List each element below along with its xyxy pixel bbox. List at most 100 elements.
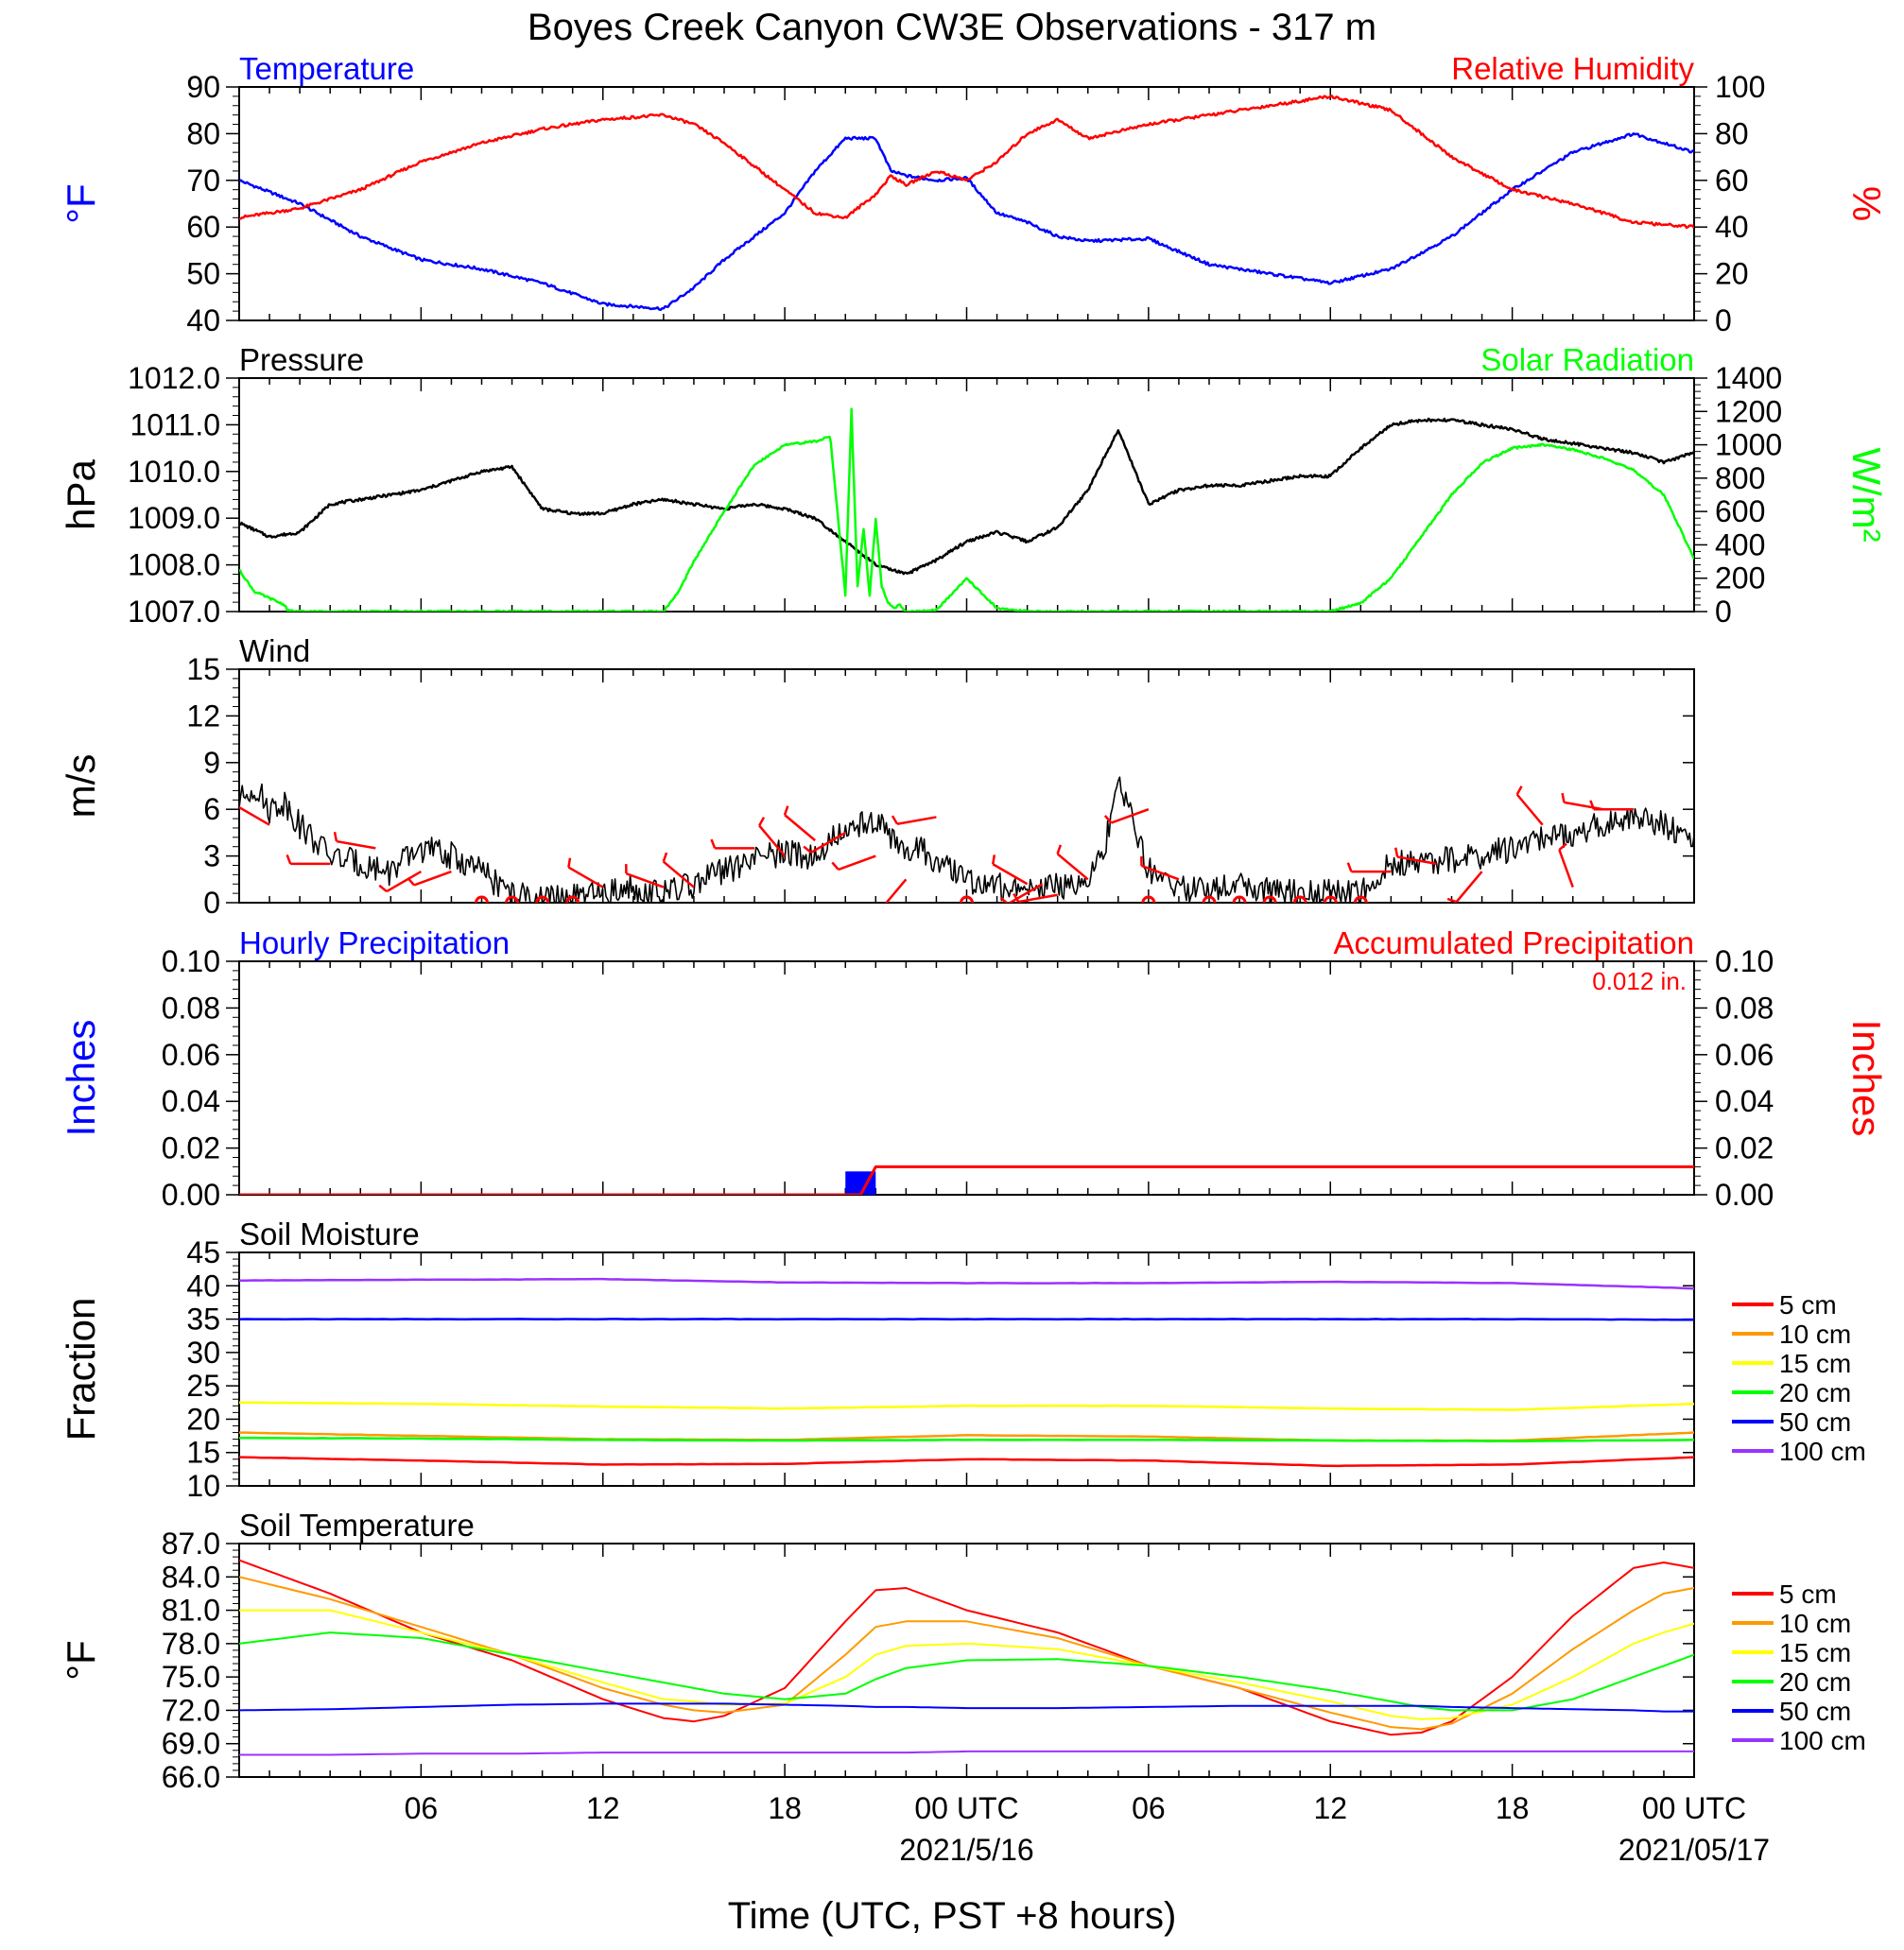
x-tick-label: 06 bbox=[1132, 1791, 1166, 1825]
legend-label: 50 cm bbox=[1779, 1407, 1851, 1437]
y-tick-label-right: 0.02 bbox=[1715, 1131, 1774, 1165]
series-line-50cm bbox=[239, 1319, 1694, 1320]
legend-label: 5 cm bbox=[1779, 1579, 1837, 1609]
x-date-label: 2021/05/17 bbox=[1618, 1833, 1770, 1867]
x-tick-label: 18 bbox=[768, 1791, 802, 1825]
legend-label: 15 cm bbox=[1779, 1638, 1851, 1667]
y-tick-label: 1008.0 bbox=[128, 548, 220, 582]
y-tick-label: 0.06 bbox=[162, 1038, 220, 1072]
y-tick-label: 40 bbox=[186, 303, 220, 337]
x-tick-label: 18 bbox=[1496, 1791, 1530, 1825]
y-tick-label: 12 bbox=[186, 699, 220, 733]
y-tick-label-right: 1000 bbox=[1715, 428, 1782, 462]
panel-title-right: Relative Humidity bbox=[1451, 51, 1694, 86]
panel-title-left: Hourly Precipitation bbox=[239, 925, 510, 960]
y-tick-label-right: 0.08 bbox=[1715, 991, 1774, 1025]
x-tick-label: 12 bbox=[586, 1791, 620, 1825]
y-tick-label: 0.00 bbox=[162, 1178, 220, 1212]
y-tick-label: 9 bbox=[203, 746, 220, 780]
y-tick-label: 15 bbox=[186, 1436, 220, 1470]
wind-barb-flag bbox=[993, 854, 995, 864]
y-tick-label-right: 1400 bbox=[1715, 361, 1782, 395]
y-axis-label-left: hPa bbox=[59, 458, 103, 529]
y-tick-label: 30 bbox=[186, 1336, 220, 1370]
y-tick-label: 1007.0 bbox=[128, 595, 220, 629]
y-tick-label: 0.08 bbox=[162, 991, 220, 1025]
y-tick-label-right: 200 bbox=[1715, 561, 1765, 595]
y-tick-label: 81.0 bbox=[162, 1594, 220, 1628]
y-tick-label-right: 100 bbox=[1715, 70, 1765, 104]
y-axis-label-left: °F bbox=[59, 183, 103, 223]
y-tick-label-right: 0.04 bbox=[1715, 1084, 1774, 1118]
y-tick-label-right: 600 bbox=[1715, 494, 1765, 528]
legend-label: 100 cm bbox=[1779, 1726, 1866, 1755]
y-tick-label: 84.0 bbox=[162, 1560, 220, 1594]
y-tick-label: 6 bbox=[203, 792, 220, 826]
y-tick-label-right: 60 bbox=[1715, 164, 1749, 198]
x-date-label: 2021/5/16 bbox=[899, 1833, 1033, 1867]
legend-label: 10 cm bbox=[1779, 1609, 1851, 1638]
y-tick-label: 87.0 bbox=[162, 1527, 220, 1561]
panel-title-left: Wind bbox=[239, 633, 310, 668]
y-tick-label: 70 bbox=[186, 164, 220, 198]
wind-barb-flag bbox=[568, 858, 570, 868]
panel-title-left: Pressure bbox=[239, 342, 364, 377]
legend-label: 20 cm bbox=[1779, 1378, 1851, 1407]
panel-title-right: Solar Radiation bbox=[1480, 342, 1694, 377]
y-tick-label: 20 bbox=[186, 1402, 220, 1436]
y-axis-label-left: Fraction bbox=[59, 1298, 103, 1441]
y-tick-label: 78.0 bbox=[162, 1627, 220, 1661]
y-tick-label: 0.10 bbox=[162, 944, 220, 978]
legend-label: 15 cm bbox=[1779, 1349, 1851, 1378]
accumulated-total-label: 0.012 in. bbox=[1592, 967, 1687, 995]
legend-label: 5 cm bbox=[1779, 1290, 1837, 1320]
legend-label: 10 cm bbox=[1779, 1320, 1851, 1349]
y-tick-label: 3 bbox=[203, 839, 220, 873]
chart-title: Boyes Creek Canyon CW3E Observations - 3… bbox=[528, 7, 1376, 48]
legend-label: 20 cm bbox=[1779, 1667, 1851, 1697]
x-tick-label: 12 bbox=[1313, 1791, 1347, 1825]
panel-title-left: Soil Temperature bbox=[239, 1508, 475, 1543]
y-tick-label: 1012.0 bbox=[128, 361, 220, 395]
panel-title-left: Temperature bbox=[239, 51, 414, 86]
y-tick-label-right: 1200 bbox=[1715, 394, 1782, 428]
y-tick-label-right: 0 bbox=[1715, 303, 1732, 337]
panel-title-left: Soil Moisture bbox=[239, 1217, 420, 1251]
y-tick-label-right: 20 bbox=[1715, 257, 1749, 291]
y-tick-label-right: 80 bbox=[1715, 116, 1749, 150]
x-tick-label: 00 UTC bbox=[914, 1791, 1018, 1825]
y-axis-label-right: Inches bbox=[1844, 1020, 1889, 1137]
x-tick-label: 00 UTC bbox=[1642, 1791, 1746, 1825]
y-tick-label-right: 400 bbox=[1715, 527, 1765, 561]
y-axis-label-left: Inches bbox=[59, 1020, 103, 1137]
y-tick-label: 1009.0 bbox=[128, 501, 220, 535]
y-tick-label: 0.04 bbox=[162, 1084, 220, 1118]
y-tick-label: 90 bbox=[186, 70, 220, 104]
y-tick-label-right: 40 bbox=[1715, 210, 1749, 244]
y-tick-label-right: 0.06 bbox=[1715, 1038, 1774, 1072]
y-axis-label-right: % bbox=[1844, 186, 1889, 221]
y-tick-label: 50 bbox=[186, 257, 220, 291]
y-tick-label: 1011.0 bbox=[130, 407, 221, 441]
y-tick-label: 72.0 bbox=[162, 1693, 220, 1727]
y-axis-label-right: W/m² bbox=[1844, 447, 1889, 542]
y-tick-label: 75.0 bbox=[162, 1660, 220, 1694]
y-tick-label: 0 bbox=[203, 886, 220, 920]
y-axis-label-left: m/s bbox=[59, 754, 103, 819]
legend-label: 50 cm bbox=[1779, 1697, 1851, 1726]
y-tick-label-right: 0.10 bbox=[1715, 944, 1774, 978]
y-axis-label-left: °F bbox=[59, 1640, 103, 1680]
y-tick-label-right: 0 bbox=[1715, 595, 1732, 629]
y-tick-label: 69.0 bbox=[162, 1727, 220, 1761]
y-tick-label: 40 bbox=[186, 1268, 220, 1303]
y-tick-label: 80 bbox=[186, 116, 220, 150]
x-axis-label: Time (UTC, PST +8 hours) bbox=[728, 1895, 1177, 1937]
y-tick-label: 60 bbox=[186, 210, 220, 244]
y-tick-label: 35 bbox=[186, 1303, 220, 1337]
y-tick-label-right: 800 bbox=[1715, 461, 1765, 495]
x-tick-label: 06 bbox=[405, 1791, 439, 1825]
y-tick-label: 15 bbox=[186, 652, 220, 686]
y-tick-label: 25 bbox=[186, 1369, 220, 1403]
